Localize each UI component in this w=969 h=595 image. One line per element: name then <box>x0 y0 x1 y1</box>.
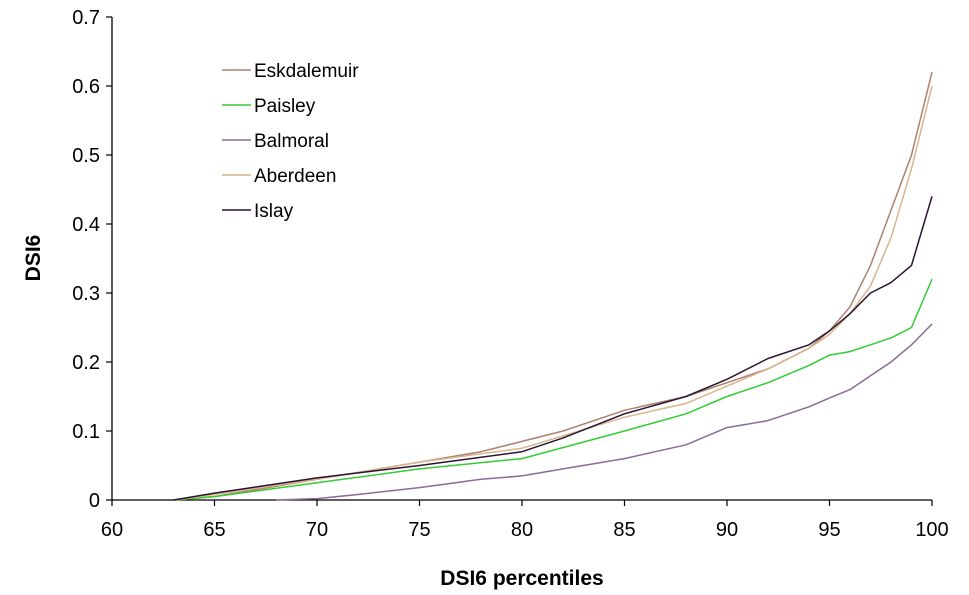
y-tick-label: 0.2 <box>72 352 100 374</box>
legend-label: Aberdeen <box>254 166 336 187</box>
series-line-aberdeen <box>173 85 933 501</box>
legend-label: Balmoral <box>254 131 329 152</box>
x-tick-label: 95 <box>818 519 840 541</box>
legend-label: Eskdalemuir <box>254 61 359 82</box>
series-line-islay <box>173 196 933 501</box>
y-axis-title: DSI6 <box>22 235 45 282</box>
x-tick-label: 70 <box>306 519 328 541</box>
legend-label: Islay <box>254 201 294 222</box>
series-line-balmoral <box>275 323 933 501</box>
y-tick-label: 0.5 <box>72 145 100 167</box>
x-axis-title: DSI6 percentiles <box>440 567 603 590</box>
x-tick-label: 85 <box>613 519 635 541</box>
y-tick-label: 0 <box>89 490 100 512</box>
axes <box>111 17 932 501</box>
y-tick-label: 0.6 <box>72 76 100 98</box>
x-tick-label: 75 <box>408 519 430 541</box>
x-ticks: 60 65 70 75 80 85 90 95 100 <box>101 500 949 541</box>
x-tick-label: 65 <box>203 519 225 541</box>
legend: Eskdalemuir Paisley Balmoral Aberdeen Islay <box>222 61 359 222</box>
series-lines <box>173 72 933 501</box>
x-tick-label: 60 <box>101 519 123 541</box>
y-ticks: 0 0.1 0.2 0.3 0.4 0.5 0.6 0.7 <box>72 7 112 512</box>
x-tick-label: 100 <box>915 519 948 541</box>
series-line-paisley <box>173 278 933 501</box>
legend-label: Paisley <box>254 96 316 117</box>
x-tick-label: 90 <box>716 519 738 541</box>
x-tick-label: 80 <box>511 519 533 541</box>
y-tick-label: 0.7 <box>72 7 100 29</box>
y-tick-label: 0.1 <box>72 421 100 443</box>
y-tick-label: 0.4 <box>72 214 100 236</box>
y-tick-label: 0.3 <box>72 283 100 305</box>
